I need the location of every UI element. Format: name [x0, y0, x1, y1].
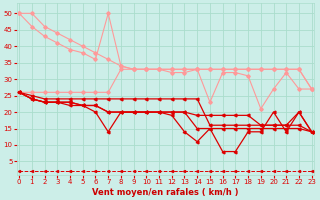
X-axis label: Vent moyen/en rafales ( km/h ): Vent moyen/en rafales ( km/h ): [92, 188, 239, 197]
